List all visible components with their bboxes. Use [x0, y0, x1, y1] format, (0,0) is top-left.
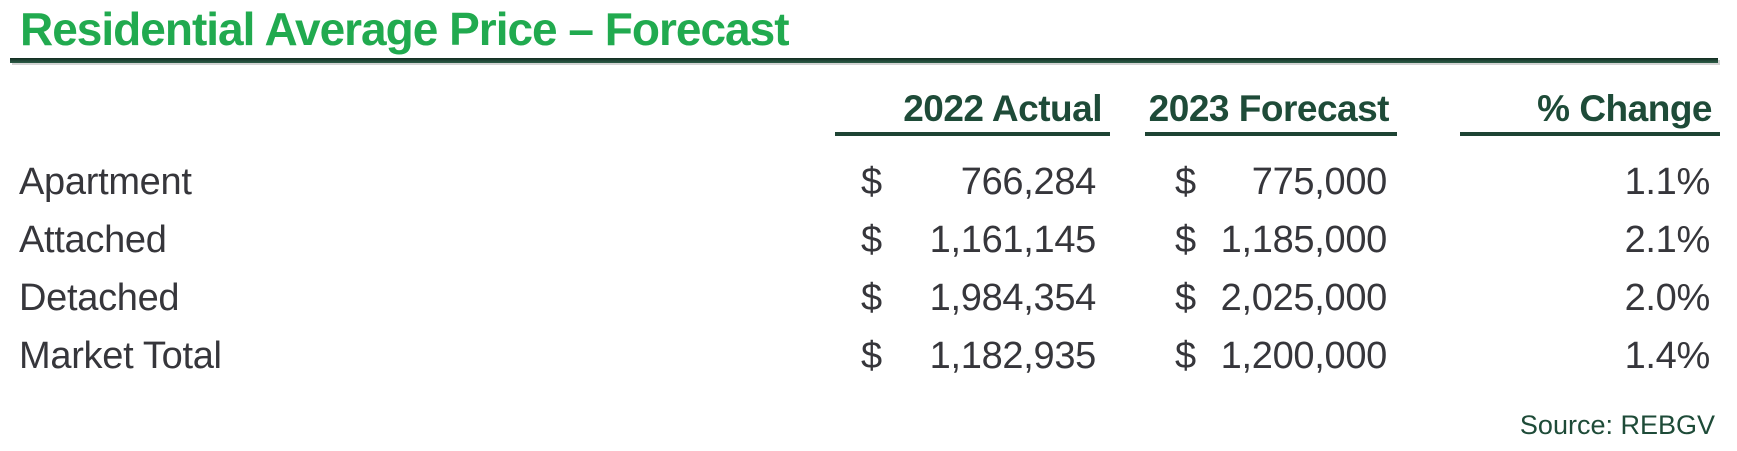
dollar-sign: $ — [861, 335, 882, 377]
money-value: 1,185,000 — [1220, 219, 1388, 261]
money-cell-2022: $ 1,182,935 — [835, 327, 1110, 385]
row-label: Detached — [19, 277, 180, 319]
money-value: 1,200,000 — [1220, 335, 1388, 377]
pct-change-value: 2.1% — [1624, 219, 1711, 261]
money-value: 775,000 — [1251, 161, 1388, 203]
money-value: 1,161,145 — [929, 219, 1097, 261]
row-label: Attached — [19, 219, 167, 261]
title-underline-rule — [10, 58, 1718, 63]
source-note: Source: REBGV — [1519, 410, 1715, 440]
column-gap — [1397, 327, 1460, 385]
pct-change-value: 2.0% — [1624, 277, 1711, 319]
page-title: Residential Average Price – Forecast — [20, 3, 790, 55]
column-gap — [1110, 327, 1145, 385]
pct-change-value: 1.4% — [1624, 335, 1711, 377]
dollar-sign: $ — [1175, 335, 1196, 377]
money-cell-2023: $ 775,000 — [1145, 153, 1397, 211]
header-label-spacer — [19, 86, 835, 136]
column-gap — [1397, 211, 1460, 269]
column-header-pct-change: % Change — [1460, 86, 1720, 136]
header-gap — [1110, 86, 1145, 136]
money-cell-2023: $ 2,025,000 — [1145, 269, 1397, 327]
header-gap — [1397, 86, 1460, 136]
money-value: 1,984,354 — [929, 277, 1097, 319]
money-cell-2023: $ 1,185,000 — [1145, 211, 1397, 269]
column-gap — [1397, 269, 1460, 327]
dollar-sign: $ — [861, 161, 882, 203]
column-header-2023-forecast: 2023 Forecast — [1145, 86, 1397, 136]
column-header-2022-actual: 2022 Actual — [835, 86, 1110, 136]
row-label: Apartment — [19, 161, 192, 203]
row-label: Market Total — [19, 335, 222, 377]
table-header-row: 2022 Actual 2023 Forecast % Change — [19, 86, 1720, 136]
table-body: Apartment $ 766,284 $ 775,000 1.1% Attac… — [19, 153, 1720, 385]
column-gap — [1110, 211, 1145, 269]
money-cell-2023: $ 1,200,000 — [1145, 327, 1397, 385]
dollar-sign: $ — [1175, 219, 1196, 261]
column-gap — [1397, 153, 1460, 211]
column-gap — [1110, 269, 1145, 327]
dollar-sign: $ — [861, 219, 882, 261]
money-value: 2,025,000 — [1220, 277, 1388, 319]
money-value: 1,182,935 — [929, 335, 1097, 377]
pct-change-value: 1.1% — [1624, 161, 1711, 203]
money-value: 766,284 — [960, 161, 1097, 203]
money-cell-2022: $ 766,284 — [835, 153, 1110, 211]
column-gap — [1110, 153, 1145, 211]
money-cell-2022: $ 1,161,145 — [835, 211, 1110, 269]
dollar-sign: $ — [861, 277, 882, 319]
dollar-sign: $ — [1175, 277, 1196, 319]
dollar-sign: $ — [1175, 161, 1196, 203]
money-cell-2022: $ 1,984,354 — [835, 269, 1110, 327]
